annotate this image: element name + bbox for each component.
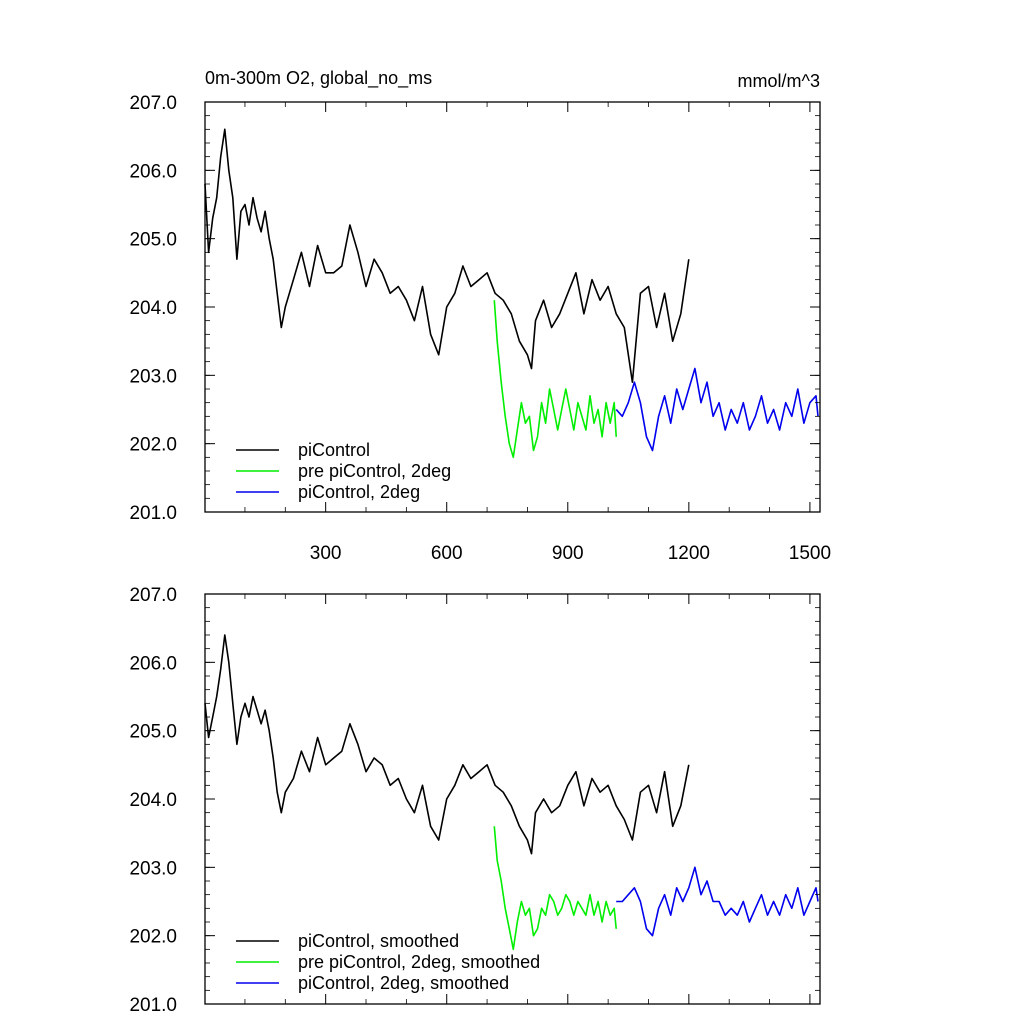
top-xtick-label: 1500: [789, 543, 831, 564]
top-legend-label-3: piControl, 2deg: [298, 482, 420, 502]
top-chart-units: mmol/m^3: [738, 71, 820, 91]
top-ytick-label: 206.0: [129, 161, 177, 182]
bottom-series-line-1: [204, 634, 690, 855]
bottom-series-group: [204, 634, 819, 951]
bottom-panel: 201.0 202.0 203.0 204.0 205.0 206.0 207.0 piCo…: [129, 585, 821, 1016]
bottom-legend-label-2: pre piControl, 2deg, smoothed: [298, 952, 540, 972]
bottom-ticks-group: 201.0 202.0 203.0 204.0 205.0 206.0 207.0: [129, 585, 820, 1016]
bottom-ytick-label: 203.0: [129, 858, 177, 879]
top-ticks-group: 201.0 202.0 203.0 204.0 205.0 206.0 207.0 300 60…: [129, 93, 831, 564]
top-series-group: [204, 128, 819, 459]
top-xtick-label: 900: [552, 543, 584, 564]
bottom-legend-label-3: piControl, 2deg, smoothed: [298, 973, 509, 993]
top-ytick-label: 207.0: [129, 93, 177, 114]
top-series-line-3: [615, 367, 819, 452]
bottom-ytick-label: 205.0: [129, 722, 177, 743]
top-legend-label-1: piControl: [298, 440, 370, 460]
top-xtick-label: 600: [431, 543, 463, 564]
top-panel: 0m-300m O2, global_no_ms mmol/m^3 201.02…: [129, 68, 831, 564]
top-xtick-label: 300: [310, 543, 342, 564]
top-ytick-label: 201.0: [129, 503, 177, 524]
bottom-ytick-label: 201.0: [129, 995, 177, 1016]
bottom-ytick-label: 207.0: [129, 585, 177, 606]
top-xtick-label: 1200: [668, 543, 710, 564]
bottom-ytick-label: 202.0: [129, 927, 177, 948]
bottom-legend-label-1: piControl, smoothed: [298, 931, 459, 951]
top-legend-label-2: pre piControl, 2deg: [298, 461, 451, 481]
top-chart-title: 0m-300m O2, global_no_ms: [205, 68, 432, 89]
bottom-series-line-3: [616, 866, 819, 937]
top-ytick-label: 205.0: [129, 230, 177, 251]
bottom-ytick-label: 204.0: [129, 790, 177, 811]
top-series-line-1: [204, 128, 690, 383]
bottom-ytick-label: 206.0: [129, 653, 177, 674]
bottom-series-line-2: [493, 826, 617, 951]
top-series-line-2: [493, 300, 617, 459]
top-ytick-label: 202.0: [129, 435, 177, 456]
top-ytick-label: 203.0: [129, 366, 177, 387]
top-ytick-label: 204.0: [129, 298, 177, 319]
